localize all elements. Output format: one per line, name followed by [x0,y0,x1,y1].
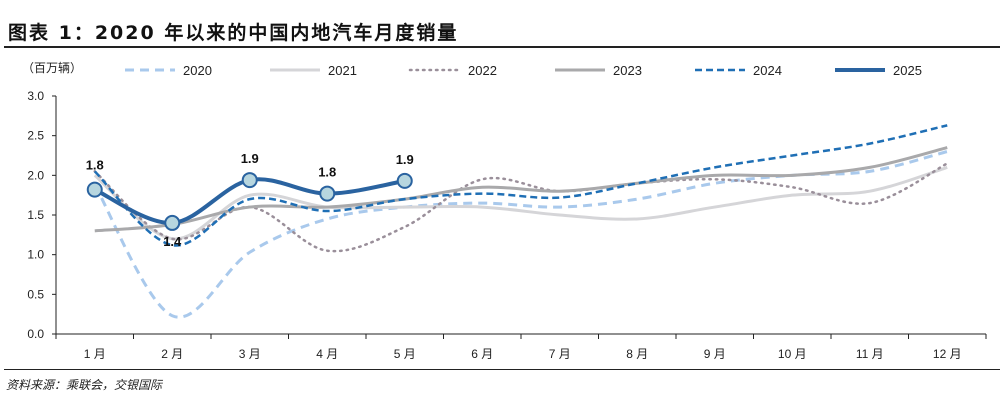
data-label: 1.9 [241,151,259,166]
source-note: 资料来源：乘联会，交银国际 [6,378,163,392]
data-point-2025 [396,172,413,189]
x-tick-label: 5 月 [394,347,416,361]
legend-label-2023: 2023 [613,63,642,78]
y-tick-label: 3.0 [27,89,44,103]
data-label: 1.9 [396,152,414,167]
title-divider [4,46,1000,48]
legend-label-2024: 2024 [753,63,782,78]
x-tick-label: 8 月 [626,347,648,361]
series-line-2023 [94,146,948,233]
series-line-2020 [93,150,948,319]
footer-divider [4,369,1000,370]
series-line-2022 [93,162,949,253]
legend-label-2021: 2021 [328,63,357,78]
x-tick-label: 12 月 [933,347,962,361]
x-tick-label: 6 月 [471,347,493,361]
x-tick-label: 10 月 [778,347,807,361]
data-label: 1.4 [163,234,182,249]
data-point-2025 [241,172,258,189]
x-tick-label: 3 月 [239,347,261,361]
data-point-2025 [319,185,336,202]
data-label: 1.8 [86,158,104,173]
y-tick-label: 2.5 [27,129,44,143]
chart-title: 图表 1：2020 年以来的中国内地汽车月度销量 [8,22,459,44]
data-point-2025 [164,214,181,231]
x-tick-label: 11 月 [856,347,884,361]
series-line-2021 [93,165,948,241]
legend-label-2022: 2022 [468,63,497,78]
y-tick-label: 0.0 [27,327,44,341]
y-axis-unit-label: （百万辆） [22,61,82,75]
x-tick-label: 4 月 [316,347,338,361]
data-point-2025 [86,181,103,198]
y-tick-label: 0.5 [27,287,44,301]
legend-label-2025: 2025 [893,63,922,78]
x-tick-label: 2 月 [161,347,183,361]
legend-label-2020: 2020 [183,63,212,78]
y-tick-label: 1.0 [27,248,44,262]
x-tick-label: 9 月 [704,347,726,361]
x-tick-label: 1 月 [84,347,106,361]
data-label: 1.8 [318,165,336,180]
x-tick-label: 7 月 [549,347,571,361]
y-tick-label: 2.0 [27,168,44,182]
series-line-2024 [93,124,948,247]
y-tick-label: 1.5 [27,208,44,222]
